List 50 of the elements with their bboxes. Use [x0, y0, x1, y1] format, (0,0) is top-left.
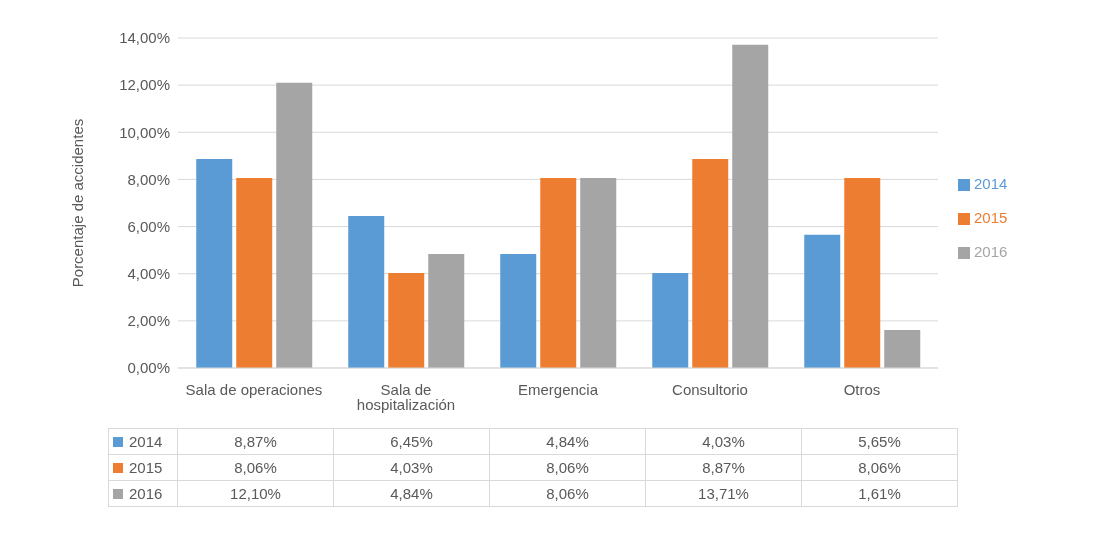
y-axis-title: Porcentaje de accidentes	[69, 118, 87, 288]
data-label: 4,03%	[645, 428, 802, 455]
legend-label: 2014	[108, 428, 178, 455]
data-label: 12,10%	[177, 480, 334, 507]
data-label: 4,03%	[333, 454, 490, 481]
legend-label: 2016	[974, 243, 1008, 260]
data-label: 8,06%	[489, 454, 646, 481]
data-label: 4,84%	[489, 428, 646, 455]
data-label: 5,65%	[801, 428, 958, 455]
y-tick-label: 2,00%	[127, 312, 170, 330]
x-tick-label: Emergencia	[517, 380, 599, 398]
text: 2016	[129, 485, 163, 502]
bar	[580, 178, 617, 368]
bar	[804, 234, 841, 368]
y-tick-label: 8,00%	[127, 170, 170, 188]
legend-label: 2015	[974, 209, 1008, 226]
bar	[388, 273, 425, 368]
bar	[692, 158, 729, 368]
x-tick-label: Otros	[843, 380, 881, 398]
x-tick-label: Consultorio	[672, 380, 748, 398]
data-label: 1,61%	[801, 480, 958, 507]
y-tick-label: 12,00%	[119, 76, 170, 94]
y-tick-label: 0,00%	[127, 359, 170, 377]
y-tick-label: 14,00%	[119, 29, 170, 47]
bar	[732, 44, 769, 368]
bar	[540, 178, 577, 368]
x-tick-label: Sala de operaciones	[185, 380, 323, 398]
data-label: 6,45%	[333, 428, 490, 455]
x-tick-label: Sala de hospitalización	[356, 380, 456, 413]
y-tick-label: 10,00%	[119, 123, 170, 141]
bar	[276, 82, 313, 368]
data-label: 8,87%	[177, 428, 334, 455]
y-tick-label: 6,00%	[127, 217, 170, 235]
text: 2014	[974, 175, 1008, 192]
text: 2015	[129, 459, 163, 476]
data-label: 8,06%	[489, 480, 646, 507]
data-label: 13,71%	[645, 480, 802, 507]
data-label: 8,06%	[177, 454, 334, 481]
data-label: 4,84%	[333, 480, 490, 507]
y-tick-label: 4,00%	[127, 265, 170, 283]
bar	[652, 273, 689, 368]
data-label: 8,87%	[645, 454, 802, 481]
data-label: 8,06%	[801, 454, 958, 481]
bar	[236, 178, 273, 368]
bar	[844, 178, 881, 368]
bar	[348, 215, 385, 368]
bar	[196, 158, 233, 368]
bar	[428, 253, 465, 368]
bar	[500, 253, 537, 368]
bar	[884, 330, 921, 368]
